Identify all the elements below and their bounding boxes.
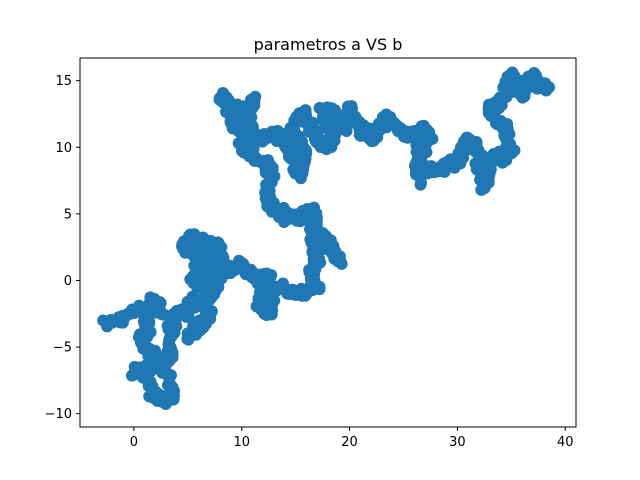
x-tick-label: 30 — [449, 435, 466, 450]
y-tick-label: −10 — [45, 407, 72, 422]
scatter-point — [475, 183, 488, 196]
plot-area-frame — [79, 57, 577, 428]
x-tick-label: 20 — [341, 435, 358, 450]
scatter-point — [543, 81, 556, 94]
x-tick-label: 0 — [130, 435, 138, 450]
y-tick-label: −5 — [53, 341, 72, 356]
x-axis: 0 10 20 30 40 — [130, 427, 574, 450]
y-tick-label: 10 — [55, 141, 72, 156]
y-tick-label: 15 — [55, 74, 72, 89]
x-tick-label: 10 — [233, 435, 250, 450]
points-layer — [97, 66, 556, 410]
y-tick-label: 5 — [64, 207, 72, 222]
y-tick-label: 0 — [64, 274, 72, 289]
y-axis: −10 −5 0 5 10 15 — [45, 74, 80, 422]
x-tick-label: 40 — [557, 435, 574, 450]
chart-title: parametros a VS b — [254, 35, 403, 54]
